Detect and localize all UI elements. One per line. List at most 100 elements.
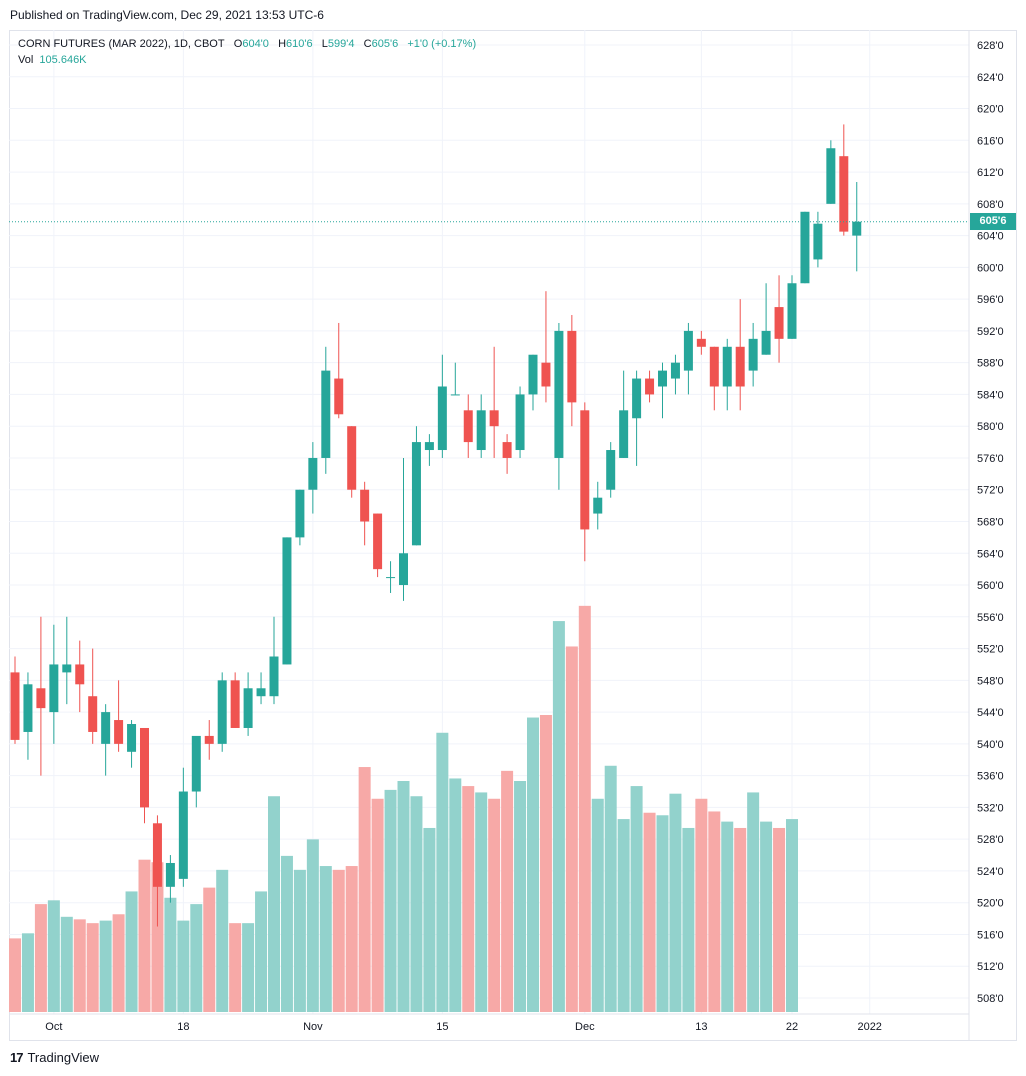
volume-bar: [229, 923, 242, 1012]
candle-body: [619, 410, 629, 458]
candle-body: [140, 727, 149, 808]
volume-bar: [125, 891, 138, 1012]
candle-body: [23, 684, 33, 732]
volume-bar: [216, 869, 229, 1012]
volume-bar: [565, 646, 578, 1012]
volume-label: Vol: [18, 54, 34, 66]
time-tick-label: 18: [177, 1021, 189, 1033]
candle-body: [243, 688, 253, 728]
price-tick-label: 596'0: [977, 294, 1004, 306]
price-tick-label: 544'0: [977, 707, 1004, 719]
price-tick-label: 564'0: [977, 548, 1004, 560]
chart-frame[interactable]: [9, 30, 1017, 1041]
legend-ohlc-row: CORN FUTURES (MAR 2022), 1D, CBOT O604'0…: [18, 36, 476, 52]
candle-body: [476, 410, 486, 451]
candle-body: [295, 489, 305, 538]
candle-body: [839, 156, 849, 232]
tradingview-logo-icon: 17: [10, 1050, 24, 1065]
volume-bar: [190, 904, 203, 1012]
price-tick-label: 516'0: [977, 929, 1004, 941]
candle-body: [683, 330, 693, 371]
volume-bar: [514, 781, 527, 1012]
price-tick-label: 592'0: [977, 326, 1004, 338]
price-tick-label: 608'0: [977, 199, 1004, 211]
price-tick-label: 572'0: [977, 485, 1004, 497]
volume-bar: [475, 792, 488, 1012]
volume-bar: [34, 904, 47, 1012]
price-tick-label: 532'0: [977, 802, 1004, 814]
candle-body: [165, 862, 175, 887]
candle-body: [606, 450, 616, 490]
candle-body: [269, 656, 279, 697]
candle-body: [826, 148, 836, 204]
high-label: H: [278, 38, 287, 50]
candle-body: [230, 680, 240, 728]
volume-bar: [617, 819, 630, 1012]
time-tick-label: Nov: [303, 1021, 323, 1033]
candle-body: [670, 362, 680, 379]
price-tick-label: 528'0: [977, 834, 1004, 846]
price-tick-label: 524'0: [977, 866, 1004, 878]
close-value: 605'6: [371, 38, 399, 50]
candle-body: [463, 410, 473, 443]
candle-body: [645, 378, 655, 395]
volume-bar: [669, 793, 682, 1012]
price-tick-label: 556'0: [977, 612, 1004, 624]
volume-bar: [242, 923, 255, 1012]
candle-body: [748, 338, 758, 371]
change-value: +1'0 (+0.17%): [407, 38, 477, 50]
price-tick-label: 536'0: [977, 771, 1004, 783]
volume-bar: [151, 862, 164, 1012]
candle-body: [399, 553, 408, 586]
brand-label: TradingView: [27, 1050, 100, 1065]
volume-bar: [527, 717, 539, 1012]
candle-body: [308, 457, 318, 490]
low-value: 599'4: [327, 38, 355, 50]
price-tick-label: 620'0: [977, 104, 1004, 116]
volume-value: 105.646K: [39, 54, 87, 66]
legend-volume-row: Vol 105.646K: [18, 52, 476, 68]
tradingview-brand[interactable]: 17 TradingView: [10, 1050, 99, 1065]
candles: [10, 124, 862, 927]
volume-bar: [397, 781, 410, 1012]
volume-bar: [773, 827, 786, 1012]
candle-body: [450, 394, 460, 396]
volume-bar: [501, 770, 514, 1012]
time-tick-label: Oct: [45, 1021, 62, 1033]
volume-bar: [747, 792, 760, 1012]
volume-bar: [760, 821, 773, 1012]
volume-bar: [384, 789, 397, 1012]
candle-body: [437, 386, 447, 451]
price-tick-label: 512'0: [977, 961, 1004, 973]
candle-body: [541, 362, 551, 387]
candle-body: [774, 307, 784, 339]
candle-body: [75, 664, 85, 685]
close-label: C: [363, 38, 372, 50]
candle-body: [735, 346, 745, 387]
time-tick-label: 2022: [857, 1021, 881, 1033]
candle-body: [515, 394, 525, 451]
price-tick-label: 552'0: [977, 644, 1004, 656]
candle-body: [10, 672, 20, 740]
candle-body: [554, 330, 564, 458]
volume-bar: [630, 786, 643, 1012]
candle-body: [800, 211, 810, 284]
price-tick-label: 584'0: [977, 389, 1004, 401]
published-note: Published on TradingView.com, Dec 29, 20…: [10, 8, 324, 22]
volume-bar: [604, 765, 617, 1012]
candle-body: [593, 497, 603, 514]
volume-bars: [9, 605, 798, 1012]
candle-body: [813, 223, 823, 260]
candle-body: [127, 724, 137, 752]
candle-body: [502, 442, 512, 458]
candle-body: [36, 688, 46, 709]
volume-bar: [112, 914, 125, 1012]
volume-bar: [345, 866, 358, 1012]
volume-bar: [255, 891, 268, 1012]
volume-bar: [423, 827, 436, 1012]
volume-bar: [332, 869, 345, 1012]
volume-bar: [578, 605, 591, 1012]
volume-bar: [306, 839, 319, 1012]
price-tick-label: 540'0: [977, 739, 1004, 751]
